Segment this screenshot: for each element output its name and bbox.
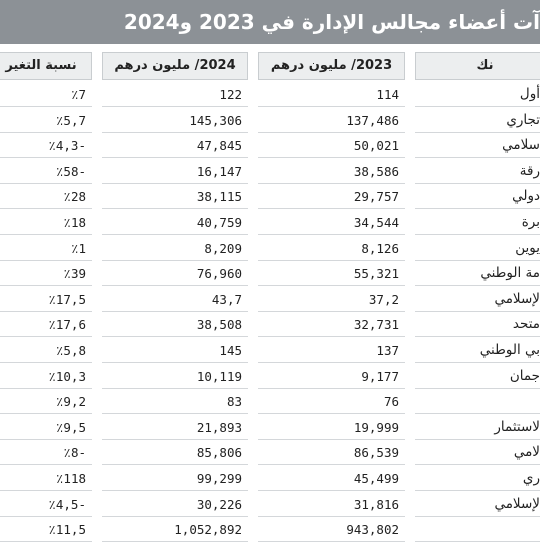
change-cell: ٪28 xyxy=(0,184,92,210)
value-cell: 40,759 xyxy=(102,210,248,235)
change-cell: ٪17,5 xyxy=(0,287,92,312)
value-cell: 8,209 xyxy=(102,236,248,261)
change-cell: ٪58- xyxy=(0,159,92,184)
change-cell: ٪7 xyxy=(0,82,92,107)
value-cell: 145,306 xyxy=(102,108,248,133)
column-header: نسبة التغير xyxy=(0,52,92,80)
value-cell: 943,802 xyxy=(258,517,405,542)
value-cell: 85,806 xyxy=(102,440,248,466)
bank-name: برة xyxy=(415,210,540,235)
change-cell: ٪5,8 xyxy=(0,338,92,363)
change-cell: ٪10,3 xyxy=(0,364,92,389)
bank-name xyxy=(415,517,540,542)
column-header: 2024/ مليون درهم xyxy=(102,52,248,80)
value-cell: 86,539 xyxy=(258,440,405,466)
change-cell: ٪17,6 xyxy=(0,312,92,338)
bank-name: ري xyxy=(415,466,540,491)
value-cell: 55,321 xyxy=(258,261,405,287)
value-cell: 83 xyxy=(102,389,248,415)
value-cell: 137,486 xyxy=(258,108,405,133)
value-cell: 43,7 xyxy=(102,287,248,312)
change-cell: ٪4,5- xyxy=(0,492,92,517)
bank-name: لإسلامي xyxy=(415,287,540,312)
bank-name xyxy=(415,389,540,415)
title: آت أعضاء مجالس الإدارة في 2023 و2024 xyxy=(0,0,540,44)
column-header: نك xyxy=(415,52,540,80)
change-cell: ٪9,2 xyxy=(0,389,92,415)
bank-name: بي الوطني xyxy=(415,338,540,363)
bank-name: دولي xyxy=(415,184,540,210)
value-cell: 37,2 xyxy=(258,287,405,312)
value-cell: 99,299 xyxy=(102,466,248,491)
bank-name: لإسلامي xyxy=(415,492,540,517)
change-cell: ٪39 xyxy=(0,261,92,287)
bank-name: مة الوطني xyxy=(415,261,540,287)
bank-name: يوين xyxy=(415,236,540,261)
value-cell: 30,226 xyxy=(102,492,248,517)
change-cell: ٪8- xyxy=(0,440,92,466)
bank-name: تجاري xyxy=(415,108,540,133)
change-cell: ٪4,3- xyxy=(0,133,92,159)
bank-name: رقة xyxy=(415,159,540,184)
value-cell: 29,757 xyxy=(258,184,405,210)
column-header: 2023/ مليون درهم xyxy=(258,52,405,80)
value-cell: 31,816 xyxy=(258,492,405,517)
value-cell: 38,586 xyxy=(258,159,405,184)
value-cell: 45,499 xyxy=(258,466,405,491)
value-cell: 76,960 xyxy=(102,261,248,287)
bank-name: سلامي xyxy=(415,133,540,159)
value-cell: 32,731 xyxy=(258,312,405,338)
value-cell: 10,119 xyxy=(102,364,248,389)
bank-name: متحد xyxy=(415,312,540,338)
value-cell: 76 xyxy=(258,389,405,415)
value-cell: 38,115 xyxy=(102,184,248,210)
value-cell: 145 xyxy=(102,338,248,363)
value-cell: 38,508 xyxy=(102,312,248,338)
bank-name: لامي xyxy=(415,440,540,466)
value-cell: 9,177 xyxy=(258,364,405,389)
change-cell: ٪11,5 xyxy=(0,517,92,542)
change-cell: ٪18 xyxy=(0,210,92,235)
value-cell: 114 xyxy=(258,82,405,107)
value-cell: 16,147 xyxy=(102,159,248,184)
value-cell: 137 xyxy=(258,338,405,363)
value-cell: 8,126 xyxy=(258,236,405,261)
value-cell: 19,999 xyxy=(258,415,405,440)
change-cell: ٪5,7 xyxy=(0,108,92,133)
value-cell: 34,544 xyxy=(258,210,405,235)
bank-name: أول xyxy=(415,82,540,107)
change-cell: ٪1 xyxy=(0,236,92,261)
value-cell: 122 xyxy=(102,82,248,107)
bank-name: جمان xyxy=(415,364,540,389)
change-cell: ٪118 xyxy=(0,466,92,491)
bank-name: لاستثمار xyxy=(415,415,540,440)
value-cell: 47,845 xyxy=(102,133,248,159)
value-cell: 1,052,892 xyxy=(102,517,248,542)
change-cell: ٪9,5 xyxy=(0,415,92,440)
value-cell: 50,021 xyxy=(258,133,405,159)
value-cell: 21,893 xyxy=(102,415,248,440)
